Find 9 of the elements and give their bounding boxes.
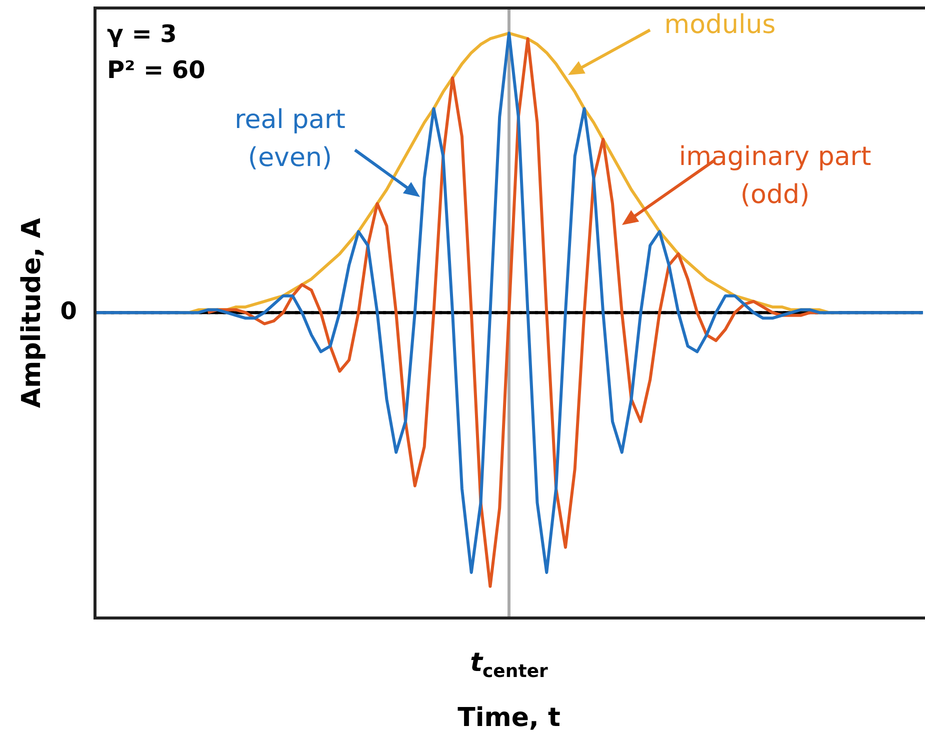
ref-line-label: 0 [60, 296, 77, 325]
x-axis-title: Time, t [458, 703, 560, 733]
series-label: imaginary part (odd) [678, 142, 872, 210]
text: modulus [664, 10, 776, 40]
text: real part (even) [234, 105, 346, 173]
y-axis-title: Amplitude, A [17, 218, 47, 408]
annotation: γ = 3 [107, 20, 177, 48]
annotation: P² = 60 [107, 56, 206, 84]
text: t$_{center}$ [470, 648, 548, 682]
